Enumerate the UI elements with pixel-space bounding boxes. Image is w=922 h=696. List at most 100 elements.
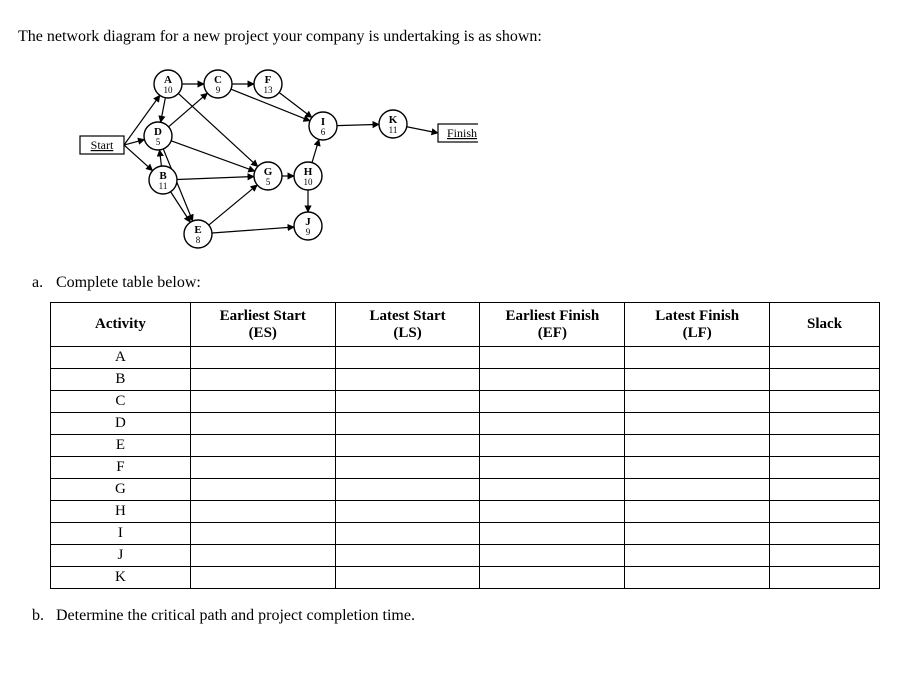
question-a: a. Complete table below: bbox=[32, 274, 904, 292]
table-row: G bbox=[51, 479, 880, 501]
empty-cell bbox=[625, 479, 770, 501]
edge-B-G bbox=[177, 177, 254, 180]
table-row: I bbox=[51, 523, 880, 545]
node-B: B11 bbox=[149, 166, 177, 194]
edge-D-G bbox=[171, 141, 255, 171]
svg-text:8: 8 bbox=[196, 235, 201, 245]
network-diagram: StartFinish A10C9F13D5B11E8G5H10J9I6K11 bbox=[58, 56, 904, 256]
empty-cell bbox=[625, 369, 770, 391]
edge-D-C bbox=[169, 93, 208, 127]
question-a-letter: a. bbox=[32, 274, 52, 292]
svg-text:11: 11 bbox=[159, 181, 168, 191]
node-J: J9 bbox=[294, 212, 322, 240]
empty-cell bbox=[770, 501, 880, 523]
col-lf: Latest Finish(LF) bbox=[625, 303, 770, 347]
edge-B-D bbox=[160, 150, 162, 166]
intro-text: The network diagram for a new project yo… bbox=[18, 28, 904, 46]
empty-cell bbox=[335, 435, 480, 457]
empty-cell bbox=[480, 523, 625, 545]
empty-cell bbox=[335, 347, 480, 369]
node-I: I6 bbox=[309, 112, 337, 140]
empty-cell bbox=[190, 523, 335, 545]
empty-cell bbox=[335, 523, 480, 545]
empty-cell bbox=[770, 479, 880, 501]
edge-F-I bbox=[279, 92, 312, 117]
empty-cell bbox=[480, 567, 625, 589]
table-row: B bbox=[51, 369, 880, 391]
empty-cell bbox=[770, 413, 880, 435]
empty-cell bbox=[190, 369, 335, 391]
activity-cell: G bbox=[51, 479, 191, 501]
empty-cell bbox=[190, 391, 335, 413]
svg-text:6: 6 bbox=[321, 127, 326, 137]
empty-cell bbox=[190, 479, 335, 501]
empty-cell bbox=[625, 413, 770, 435]
table-row: D bbox=[51, 413, 880, 435]
empty-cell bbox=[625, 435, 770, 457]
question-a-text: Complete table below: bbox=[56, 274, 201, 291]
col-slack: Slack bbox=[770, 303, 880, 347]
empty-cell bbox=[625, 347, 770, 369]
empty-cell bbox=[625, 545, 770, 567]
edge-I-K bbox=[337, 124, 379, 125]
edge-K-finish bbox=[407, 127, 438, 133]
empty-cell bbox=[335, 413, 480, 435]
col-activity: Activity bbox=[51, 303, 191, 347]
empty-cell bbox=[335, 501, 480, 523]
empty-cell bbox=[770, 369, 880, 391]
activity-cell: K bbox=[51, 567, 191, 589]
empty-cell bbox=[480, 501, 625, 523]
activity-cell: I bbox=[51, 523, 191, 545]
empty-cell bbox=[190, 545, 335, 567]
empty-cell bbox=[190, 413, 335, 435]
empty-cell bbox=[770, 457, 880, 479]
activity-cell: B bbox=[51, 369, 191, 391]
empty-cell bbox=[335, 391, 480, 413]
empty-cell bbox=[770, 435, 880, 457]
col-ls: Latest Start(LS) bbox=[335, 303, 480, 347]
empty-cell bbox=[480, 413, 625, 435]
question-b-text: Determine the critical path and project … bbox=[56, 607, 415, 624]
finish-label: Finish bbox=[447, 126, 477, 140]
empty-cell bbox=[480, 369, 625, 391]
svg-text:5: 5 bbox=[156, 137, 161, 147]
node-K: K11 bbox=[379, 110, 407, 138]
table-row: C bbox=[51, 391, 880, 413]
schedule-table: Activity Earliest Start(ES) Latest Start… bbox=[50, 302, 880, 589]
empty-cell bbox=[190, 435, 335, 457]
empty-cell bbox=[335, 369, 480, 391]
svg-text:13: 13 bbox=[264, 85, 274, 95]
empty-cell bbox=[335, 567, 480, 589]
node-G: G5 bbox=[254, 162, 282, 190]
empty-cell bbox=[480, 545, 625, 567]
empty-cell bbox=[770, 545, 880, 567]
empty-cell bbox=[190, 347, 335, 369]
node-F: F13 bbox=[254, 70, 282, 98]
question-b: b. Determine the critical path and proje… bbox=[32, 607, 904, 625]
svg-text:10: 10 bbox=[164, 85, 174, 95]
empty-cell bbox=[625, 457, 770, 479]
node-C: C9 bbox=[204, 70, 232, 98]
empty-cell bbox=[480, 479, 625, 501]
table-row: E bbox=[51, 435, 880, 457]
activity-cell: J bbox=[51, 545, 191, 567]
empty-cell bbox=[335, 457, 480, 479]
empty-cell bbox=[625, 523, 770, 545]
empty-cell bbox=[190, 501, 335, 523]
empty-cell bbox=[480, 435, 625, 457]
question-b-letter: b. bbox=[32, 607, 52, 625]
empty-cell bbox=[625, 567, 770, 589]
start-label: Start bbox=[91, 138, 114, 152]
empty-cell bbox=[625, 501, 770, 523]
activity-cell: D bbox=[51, 413, 191, 435]
empty-cell bbox=[480, 347, 625, 369]
empty-cell bbox=[770, 391, 880, 413]
activity-cell: E bbox=[51, 435, 191, 457]
svg-text:5: 5 bbox=[266, 177, 271, 187]
edge-A-D bbox=[161, 98, 166, 123]
empty-cell bbox=[770, 567, 880, 589]
edge-start-B bbox=[124, 145, 153, 171]
table-header-row: Activity Earliest Start(ES) Latest Start… bbox=[51, 303, 880, 347]
table-row: J bbox=[51, 545, 880, 567]
empty-cell bbox=[190, 457, 335, 479]
